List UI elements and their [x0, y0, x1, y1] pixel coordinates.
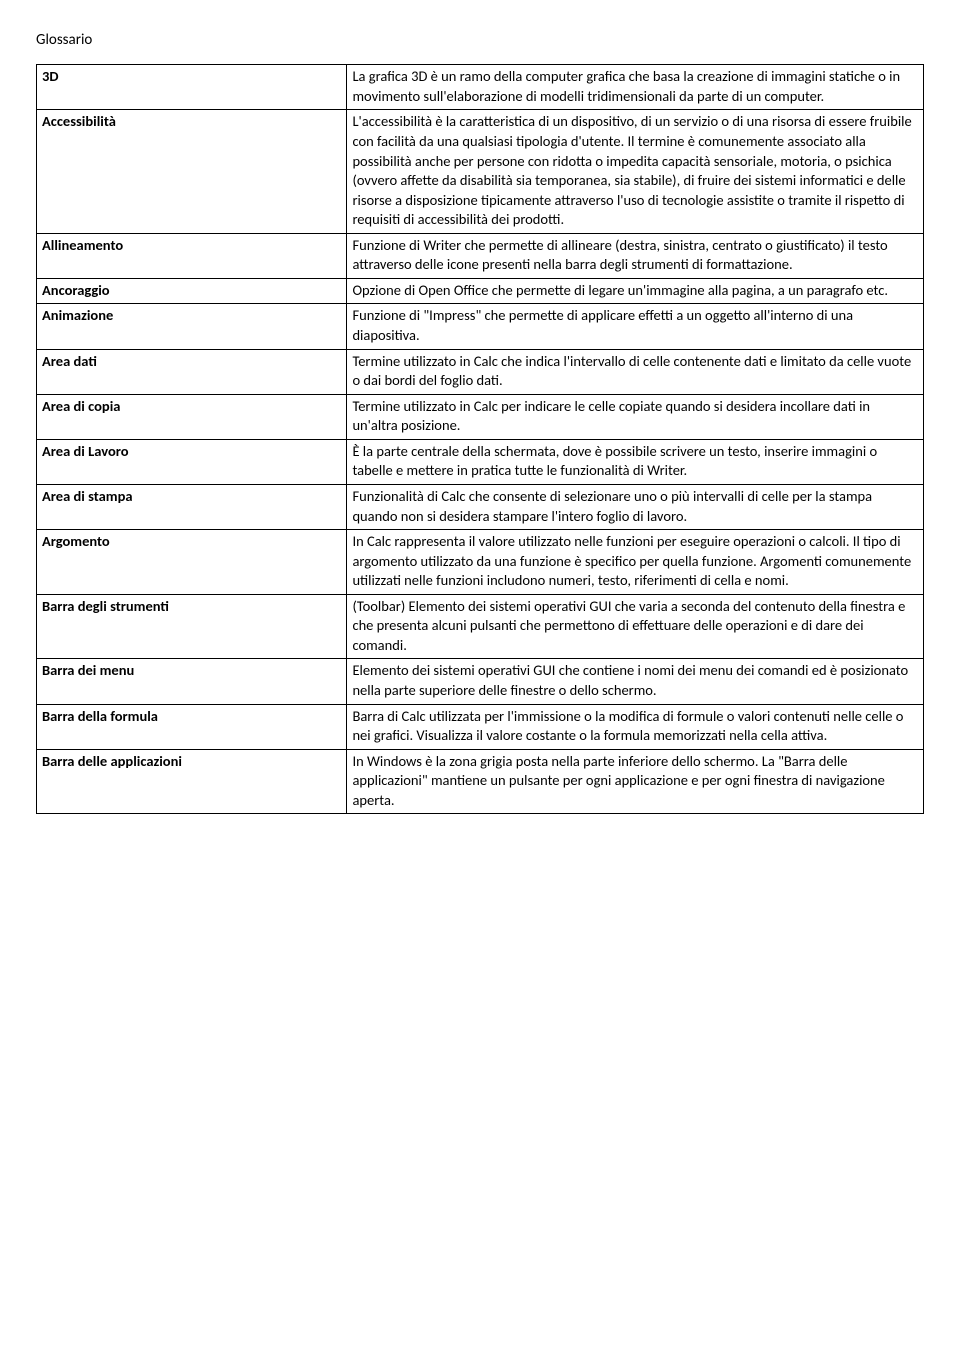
table-row: AllineamentoFunzione di Writer che perme… — [37, 233, 924, 278]
glossary-definition: È la parte centrale della schermata, dov… — [347, 439, 924, 484]
table-row: ArgomentoIn Calc rappresenta il valore u… — [37, 530, 924, 595]
glossary-definition: Elemento dei sistemi operativi GUI che c… — [347, 659, 924, 704]
glossary-term: Ancoraggio — [37, 278, 347, 304]
glossary-definition: L'accessibilità è la caratteristica di u… — [347, 110, 924, 233]
glossary-definition: Termine utilizzato in Calc per indicare … — [347, 394, 924, 439]
glossary-table: 3DLa grafica 3D è un ramo della computer… — [36, 64, 924, 814]
glossary-term: Barra della formula — [37, 704, 347, 749]
page-title: Glossario — [36, 30, 924, 50]
glossary-definition: Barra di Calc utilizzata per l'immission… — [347, 704, 924, 749]
glossary-term: Allineamento — [37, 233, 347, 278]
glossary-term: Area di stampa — [37, 484, 347, 529]
glossary-definition: Funzione di Writer che permette di allin… — [347, 233, 924, 278]
table-row: Area di stampaFunzionalità di Calc che c… — [37, 484, 924, 529]
table-row: Area di LavoroÈ la parte centrale della … — [37, 439, 924, 484]
glossary-term: 3D — [37, 65, 347, 110]
table-row: Barra degli strumenti(Toolbar) Elemento … — [37, 594, 924, 659]
glossary-definition: Funzione di "Impress" che permette di ap… — [347, 304, 924, 349]
glossary-definition: Funzionalità di Calc che consente di sel… — [347, 484, 924, 529]
glossary-definition: La grafica 3D è un ramo della computer g… — [347, 65, 924, 110]
glossary-body: 3DLa grafica 3D è un ramo della computer… — [37, 65, 924, 814]
glossary-term: Area dati — [37, 349, 347, 394]
table-row: Barra delle applicazioniIn Windows è la … — [37, 749, 924, 814]
glossary-term: Argomento — [37, 530, 347, 595]
glossary-term: Barra degli strumenti — [37, 594, 347, 659]
glossary-definition: Opzione di Open Office che permette di l… — [347, 278, 924, 304]
table-row: Barra della formulaBarra di Calc utilizz… — [37, 704, 924, 749]
glossary-definition: In Calc rappresenta il valore utilizzato… — [347, 530, 924, 595]
glossary-term: Barra dei menu — [37, 659, 347, 704]
table-row: AnimazioneFunzione di "Impress" che perm… — [37, 304, 924, 349]
table-row: 3DLa grafica 3D è un ramo della computer… — [37, 65, 924, 110]
glossary-definition: In Windows è la zona grigia posta nella … — [347, 749, 924, 814]
table-row: Area di copiaTermine utilizzato in Calc … — [37, 394, 924, 439]
table-row: AccessibilitàL'accessibilità è la caratt… — [37, 110, 924, 233]
glossary-term: Area di Lavoro — [37, 439, 347, 484]
glossary-term: Barra delle applicazioni — [37, 749, 347, 814]
glossary-term: Area di copia — [37, 394, 347, 439]
glossary-term: Animazione — [37, 304, 347, 349]
glossary-term: Accessibilità — [37, 110, 347, 233]
table-row: Area datiTermine utilizzato in Calc che … — [37, 349, 924, 394]
table-row: Barra dei menuElemento dei sistemi opera… — [37, 659, 924, 704]
table-row: AncoraggioOpzione di Open Office che per… — [37, 278, 924, 304]
glossary-definition: Termine utilizzato in Calc che indica l'… — [347, 349, 924, 394]
glossary-definition: (Toolbar) Elemento dei sistemi operativi… — [347, 594, 924, 659]
